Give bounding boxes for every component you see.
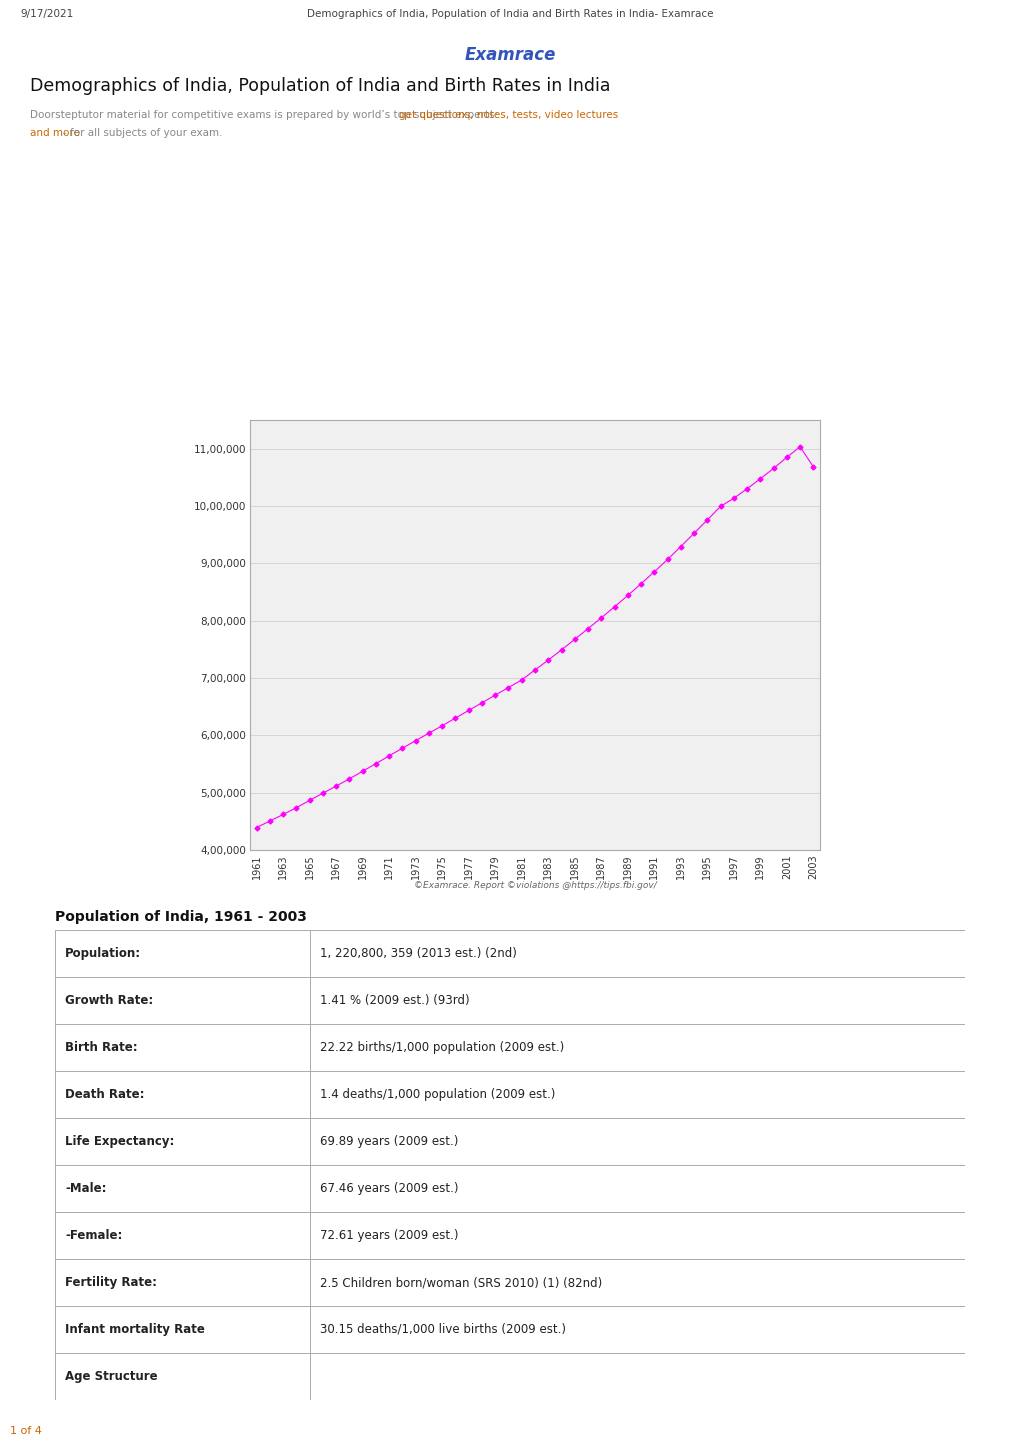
Text: 72.61 years (2009 est.): 72.61 years (2009 est.) xyxy=(320,1229,458,1242)
Text: Population:: Population: xyxy=(65,947,141,960)
Text: 22.22 births/1,000 population (2009 est.): 22.22 births/1,000 population (2009 est.… xyxy=(320,1040,564,1053)
Text: Doorsteptutor material for competitive exams is prepared by world’s top subject : Doorsteptutor material for competitive e… xyxy=(30,110,501,120)
Text: Population of India, 1961 - 2003: Population of India, 1961 - 2003 xyxy=(55,911,307,924)
Text: Demographics of India, Population of India and Birth Rates in India: Demographics of India, Population of Ind… xyxy=(30,76,610,95)
Text: 1 of 4: 1 of 4 xyxy=(10,1426,42,1436)
Text: Demographics of India, Population of India and Birth Rates in India- Examrace: Demographics of India, Population of Ind… xyxy=(307,9,712,19)
Text: and more: and more xyxy=(30,128,79,139)
Text: get questions, notes, tests, video lectures: get questions, notes, tests, video lectu… xyxy=(399,110,618,120)
Text: 1, 220,800, 359 (2013 est.) (2nd): 1, 220,800, 359 (2013 est.) (2nd) xyxy=(320,947,517,960)
Text: -Female:: -Female: xyxy=(65,1229,122,1242)
Text: 9/17/2021: 9/17/2021 xyxy=(20,9,73,19)
Text: 1.41 % (2009 est.) (93rd): 1.41 % (2009 est.) (93rd) xyxy=(320,994,469,1007)
Text: 67.46 years (2009 est.): 67.46 years (2009 est.) xyxy=(320,1182,458,1195)
Text: 69.89 years (2009 est.): 69.89 years (2009 est.) xyxy=(320,1136,458,1149)
Text: Life Expectancy:: Life Expectancy: xyxy=(65,1136,174,1149)
Text: ©Examrace. Report ©violations @https://tips.fbi.gov/: ©Examrace. Report ©violations @https://t… xyxy=(414,880,656,889)
Text: Infant mortality Rate: Infant mortality Rate xyxy=(65,1323,205,1336)
Text: Examrace: Examrace xyxy=(464,46,555,63)
Text: -Male:: -Male: xyxy=(65,1182,106,1195)
Text: 30.15 deaths/1,000 live births (2009 est.): 30.15 deaths/1,000 live births (2009 est… xyxy=(320,1323,566,1336)
Text: Age Structure: Age Structure xyxy=(65,1369,158,1382)
Text: Growth Rate:: Growth Rate: xyxy=(65,994,153,1007)
Text: Birth Rate:: Birth Rate: xyxy=(65,1040,138,1053)
Text: Death Rate:: Death Rate: xyxy=(65,1088,145,1101)
Text: - for all subjects of your exam.: - for all subjects of your exam. xyxy=(63,128,222,139)
Text: Fertility Rate:: Fertility Rate: xyxy=(65,1276,157,1289)
Text: 2.5 Children born/woman (SRS 2010) (1) (82nd): 2.5 Children born/woman (SRS 2010) (1) (… xyxy=(320,1276,601,1289)
Text: 1.4 deaths/1,000 population (2009 est.): 1.4 deaths/1,000 population (2009 est.) xyxy=(320,1088,554,1101)
